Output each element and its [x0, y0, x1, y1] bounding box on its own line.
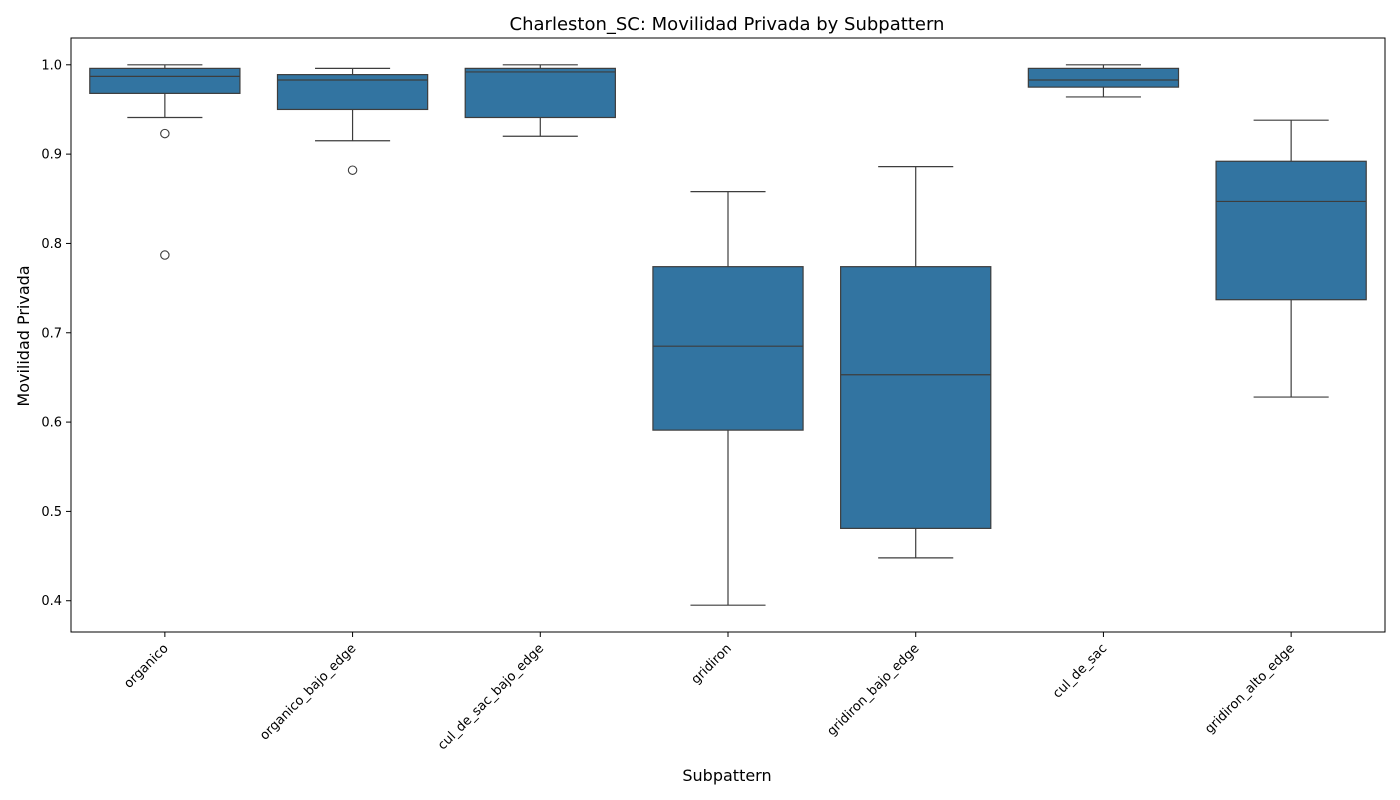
outlier-point [347, 165, 358, 175]
box-cul_de_sac [1027, 64, 1180, 98]
y-axis-label: Movilidad Privada [14, 265, 33, 406]
iqr-box [1027, 67, 1180, 88]
x-tick-label: cul_de_sac_bajo_edge [435, 641, 547, 753]
x-axis-ticks: organico organico_bajo_edge cul_de_sac_baj… [121, 632, 1298, 753]
y-tick-label: 0.5 [41, 505, 62, 520]
iqr-box [652, 266, 804, 431]
outlier-point [160, 128, 170, 139]
x-axis-label: Subpattern [682, 766, 771, 785]
boxes-layer [89, 64, 1367, 606]
y-axis-ticks: 0.4 0.5 0.6 0.7 0.8 0.9 1.0 [41, 58, 71, 609]
x-tick-label: organico [121, 641, 171, 691]
x-tick-label: gridiron [689, 641, 735, 687]
box-gridiron_alto_edge [1215, 119, 1367, 398]
y-tick-label: 0.9 [41, 148, 62, 163]
iqr-box [840, 266, 992, 529]
y-tick-label: 0.6 [41, 416, 62, 431]
iqr-box [1215, 160, 1367, 301]
box-gridiron [652, 191, 804, 606]
outlier-point [160, 250, 170, 260]
y-tick-label: 0.4 [41, 594, 62, 609]
y-tick-label: 0.8 [41, 237, 62, 252]
x-tick-label: gridiron_bajo_edge [825, 641, 923, 739]
box-organico [89, 64, 241, 260]
box-organico_bajo_edge [276, 67, 429, 175]
x-tick-label: gridiron_alto_edge [1202, 641, 1298, 737]
box-gridiron_bajo_edge [840, 166, 992, 559]
iqr-box [464, 67, 616, 119]
x-tick-label: organico_bajo_edge [257, 641, 359, 743]
x-tick-label: cul_de_sac [1050, 641, 1110, 701]
box-cul_de_sac_bajo_edge [464, 64, 616, 137]
y-tick-label: 0.7 [41, 326, 62, 341]
chart-title: Charleston_SC: Movilidad Privada by Subp… [510, 14, 945, 35]
iqr-box [89, 67, 241, 94]
y-tick-label: 1.0 [41, 58, 62, 73]
